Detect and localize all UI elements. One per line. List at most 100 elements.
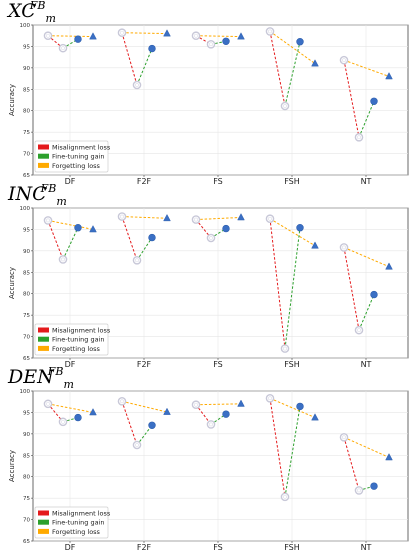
fine-tuning-gain-line — [136, 48, 153, 86]
y-tick-label: 65 — [23, 539, 30, 545]
start-point-inner — [268, 396, 272, 401]
y-tick-label: 95 — [23, 44, 30, 50]
fine-tuning-gain-line — [136, 237, 153, 261]
y-tick-label: 65 — [23, 356, 30, 362]
finetuned-point — [296, 402, 304, 411]
legend-label: Misalignment loss — [52, 144, 111, 152]
x-tick-label: F2F — [137, 543, 152, 550]
x-tick-label: FSH — [284, 543, 300, 550]
end-point-triangle — [385, 262, 393, 270]
legend-label: Forgetting loss — [52, 162, 101, 170]
misaligned-point-inner — [357, 135, 361, 140]
x-tick-label: F2F — [137, 177, 152, 186]
x-tick-label: F2F — [137, 360, 152, 369]
y-tick-label: 75 — [23, 130, 30, 136]
end-point-triangle — [385, 72, 393, 80]
y-tick-label: 80 — [23, 292, 30, 298]
misaligned-point-inner — [61, 257, 65, 262]
x-tick-label: NT — [361, 543, 372, 550]
end-point-triangle — [237, 213, 245, 221]
y-tick-label: 75 — [23, 313, 30, 319]
finetuned-point — [74, 35, 82, 43]
end-point-triangle — [163, 213, 171, 222]
x-tick-label: NT — [361, 360, 372, 369]
misalignment-loss-line — [343, 60, 360, 138]
y-tick-label: 85 — [23, 270, 30, 276]
chart-panel-xc: 65 70 75 80 85 90 95 100 DF F2F FS FSH NT Accuracy Mis… — [0, 0, 416, 186]
fine-tuning-gain-line — [284, 227, 301, 349]
forgetting-loss-line — [121, 216, 168, 219]
panel-title: DENFBm — [8, 365, 74, 391]
legend-swatch — [38, 153, 49, 159]
forgetting-loss-line — [121, 32, 168, 35]
end-point-triangle — [385, 453, 393, 461]
x-tick-label: NT — [361, 177, 372, 186]
end-point-triangle — [163, 407, 171, 415]
misaligned-point-inner — [135, 83, 139, 87]
misalignment-loss-line — [343, 437, 360, 491]
misaligned-point-inner — [209, 42, 213, 47]
x-tick-label: FSH — [284, 177, 300, 186]
forgetting-loss-line — [343, 436, 390, 458]
end-point-triangle — [311, 413, 319, 421]
misalignment-loss-line — [269, 398, 286, 497]
finetuned-point — [222, 37, 230, 45]
x-tick-label: DF — [65, 543, 76, 550]
y-axis-label: Accuracy — [8, 267, 16, 299]
y-tick-label: 100 — [20, 389, 31, 395]
end-point-triangle — [237, 32, 245, 40]
chart-panel-den: 65 70 75 80 85 90 95 100 DF F2F FS FSH NT Accuracy Mis… — [0, 365, 416, 550]
plot-area: 65 70 75 80 85 90 95 100 DF F2F FS FSH NT Accuracy Mis… — [8, 389, 409, 550]
legend-label: Misalignment loss — [52, 510, 111, 518]
finetuned-point — [370, 290, 378, 299]
misalignment-loss-line — [269, 218, 286, 349]
legend-box — [34, 506, 109, 539]
y-tick-label: 100 — [20, 23, 31, 29]
misaligned-point-inner — [61, 419, 65, 424]
forgetting-loss-line — [269, 31, 316, 64]
start-point-inner — [268, 29, 272, 34]
misalignment-loss-line — [121, 32, 138, 86]
legend-swatch — [38, 345, 49, 351]
start-point-inner — [342, 435, 346, 440]
y-tick-label: 75 — [23, 496, 30, 502]
finetuned-point — [296, 224, 304, 232]
legend-swatch — [38, 510, 49, 516]
y-tick-label: 80 — [23, 475, 30, 481]
legend-swatch — [38, 144, 49, 150]
panel-title: INCFBm — [8, 182, 67, 208]
start-point-inner — [120, 214, 124, 219]
x-tick-label: FS — [213, 177, 223, 186]
misaligned-point-inner — [209, 422, 213, 427]
y-tick-label: 95 — [23, 227, 30, 233]
end-point-triangle — [311, 241, 319, 249]
legend-swatch — [38, 528, 49, 534]
legend-swatch — [38, 327, 49, 333]
y-tick-label: 70 — [23, 518, 30, 524]
fine-tuning-gain-line — [358, 101, 375, 138]
legend-label: Fine-tuning gain — [52, 153, 104, 161]
forgetting-loss-line — [195, 216, 242, 221]
x-tick-label: DF — [65, 177, 76, 186]
y-tick-label: 90 — [23, 432, 30, 438]
forgetting-loss-line — [47, 403, 94, 413]
legend-label: Forgetting loss — [52, 345, 101, 353]
misalignment-loss-line — [343, 247, 360, 331]
legend-label: Misalignment loss — [52, 327, 111, 335]
y-tick-label: 80 — [23, 109, 30, 115]
forgetting-loss-line — [121, 400, 168, 413]
finetuned-point — [148, 233, 156, 242]
forgetting-loss-line — [343, 246, 390, 268]
forgetting-loss-line — [195, 35, 242, 38]
finetuned-point — [148, 421, 156, 429]
end-point-triangle — [311, 59, 319, 67]
misalignment-loss-line — [121, 401, 138, 446]
misaligned-point-inner — [135, 258, 139, 263]
forgetting-loss-line — [343, 59, 390, 77]
y-tick-label: 90 — [23, 66, 30, 72]
misaligned-point-inner — [357, 488, 361, 493]
end-point-triangle — [89, 408, 97, 416]
legend-box — [34, 323, 109, 356]
misaligned-point-inner — [283, 104, 287, 108]
finetuned-point — [74, 413, 82, 422]
